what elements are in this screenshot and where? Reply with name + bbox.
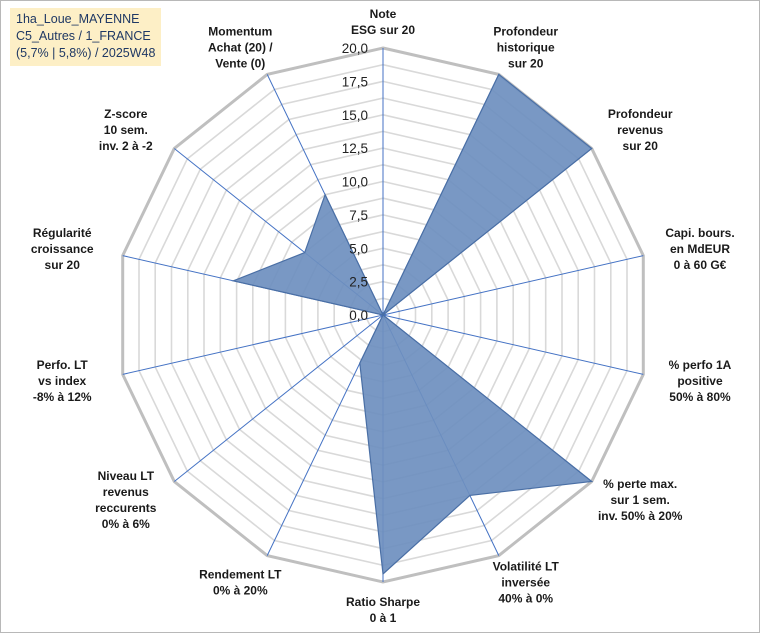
tick-label: 5,0 <box>349 241 368 256</box>
tick-label: 20,0 <box>342 41 368 56</box>
axis-label: Profondeur historique sur 20 <box>493 24 558 70</box>
axis-label: % perte max. sur 1 sem. inv. 50% à 20% <box>598 477 683 523</box>
data-area <box>231 73 594 576</box>
info-line-2: C5_Autres / 1_FRANCE <box>16 29 151 43</box>
axis-label: Rendement LT 0% à 20% <box>199 568 282 598</box>
axis-spoke <box>382 314 644 375</box>
axis-label: Momentum Achat (20) / Vente (0) <box>208 24 273 70</box>
axis-label: Volatilité LT inversée 40% à 0% <box>493 560 560 606</box>
tick-label: 17,5 <box>342 74 368 89</box>
axis-label: Régularité croissance sur 20 <box>31 226 94 272</box>
axis-spoke <box>382 255 644 316</box>
axis-label: Note ESG sur 20 <box>351 7 415 37</box>
axis-label: Perfo. LT vs index -8% à 12% <box>33 358 92 404</box>
tick-labels: 0,0 2,5 5,0 7,5 10,0 12,5 15,0 17,5 20,0 <box>342 41 368 323</box>
axis-label: Capi. bours. en MdEUR 0 à 60 G€ <box>665 226 734 272</box>
tick-label: 7,5 <box>349 208 368 223</box>
info-line-1: 1ha_Loue_MAYENNE <box>16 12 140 26</box>
axis-label: Niveau LT revenus reccurents 0% à 6% <box>95 469 157 531</box>
axis-labels: Note ESG sur 20 Profondeur historique sur 20… <box>31 7 735 625</box>
info-line-3: (5,7% | 5,8%) / 2025W48 <box>16 46 156 60</box>
axis-label: Ratio Sharpe 0 à 1 <box>346 595 420 625</box>
tick-label: 0,0 <box>349 308 368 323</box>
tick-label: 15,0 <box>342 108 368 123</box>
axis-label: % perfo 1A positive 50% à 80% <box>669 358 732 404</box>
info-box: 1ha_Loue_MAYENNE C5_Autres / 1_FRANCE (5… <box>10 8 162 66</box>
axis-spoke <box>122 314 384 375</box>
tick-label: 2,5 <box>349 275 368 290</box>
axis-label: Profondeur revenus sur 20 <box>608 107 673 153</box>
series-area <box>231 73 594 576</box>
tick-label: 10,0 <box>342 175 368 190</box>
axis-spoke <box>173 314 384 482</box>
axis-label: Z-score 10 sem. inv. 2 à -2 <box>99 107 153 153</box>
tick-label: 12,5 <box>342 141 368 156</box>
